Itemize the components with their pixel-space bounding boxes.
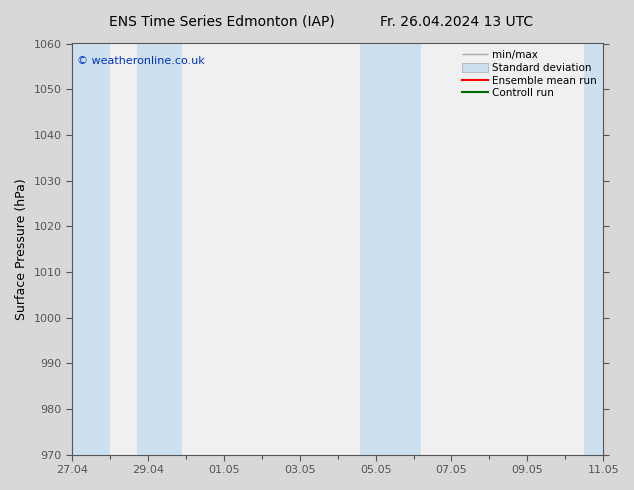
Bar (584, 44, 603, 455)
Text: ENS Time Series Edmonton (IAP): ENS Time Series Edmonton (IAP) (109, 15, 335, 29)
Text: Fr. 26.04.2024 13 UTC: Fr. 26.04.2024 13 UTC (380, 15, 533, 29)
Y-axis label: Surface Pressure (hPa): Surface Pressure (hPa) (15, 178, 28, 320)
Bar (360, 44, 421, 455)
Text: © weatheronline.co.uk: © weatheronline.co.uk (77, 56, 205, 66)
Legend: min/max, Standard deviation, Ensemble mean run, Controll run: min/max, Standard deviation, Ensemble me… (458, 46, 601, 102)
Bar (72, 44, 110, 455)
Bar (136, 44, 182, 455)
